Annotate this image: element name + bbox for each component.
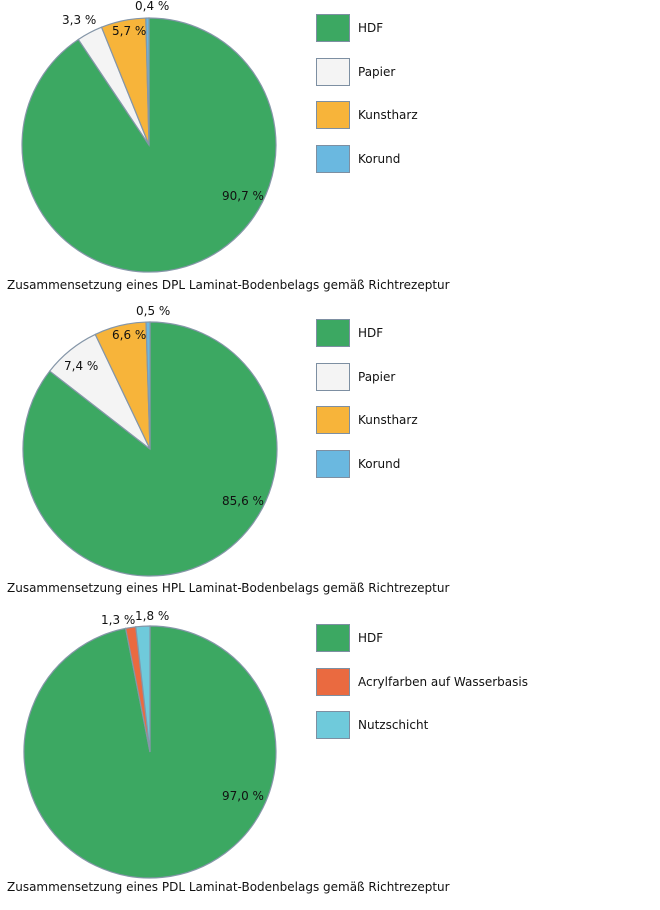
chart-caption: Zusammensetzung eines DPL Laminat-Bodenb…	[7, 278, 450, 292]
slice-label: 5,7 %	[112, 24, 146, 38]
legend-label: HDF	[358, 326, 384, 340]
legend-swatch-nutzschicht	[316, 711, 350, 739]
legend-swatch-korund	[316, 144, 350, 173]
legend-label: Papier	[358, 64, 396, 79]
pie-chart-dpl: 90,7 % 3,3 % 5,7 % 0,4 %	[21, 0, 277, 273]
pie-chart-pdl: 97,0 % 1,3 % 1,8 %	[23, 609, 277, 879]
legend-swatch-papier	[316, 57, 350, 86]
slice-label: 0,4 %	[135, 0, 169, 13]
legend-label: HDF	[358, 21, 384, 35]
legend-swatch-kunstharz	[316, 406, 350, 434]
legend-label: Kunstharz	[358, 108, 418, 122]
pie-chart-hpl: 85,6 % 7,4 % 6,6 % 0,5 %	[22, 304, 278, 577]
legend-label: Papier	[358, 369, 396, 384]
chart-caption: Zusammensetzung eines PDL Laminat-Bodenb…	[7, 880, 450, 894]
chart-panel-hpl: 85,6 % 7,4 % 6,6 % 0,5 % HDF Papier Kunstha…	[0, 304, 660, 605]
legend-swatch-hdf	[316, 624, 350, 652]
legend-label: Korund	[358, 456, 401, 471]
slice-label: 85,6 %	[222, 494, 264, 508]
legend-label: HDF	[358, 631, 384, 645]
legend-swatch-hdf	[316, 14, 350, 42]
slice-label: 1,3 %	[101, 613, 135, 627]
slice-label: 7,4 %	[64, 359, 98, 373]
chart-panel-pdl: 97,0 % 1,3 % 1,8 % HDF Acrylfarben auf Was…	[0, 609, 660, 910]
pie-slice-hdf	[22, 321, 278, 577]
chart-panel-dpl: 90,7 % 3,3 % 5,7 % 0,4 % HDF Papier Kunstha…	[0, 0, 660, 300]
chart-caption: Zusammensetzung eines HPL Laminat-Bodenb…	[7, 581, 450, 595]
pie-slice-nutzschicht	[135, 625, 151, 753]
slice-label: 3,3 %	[62, 13, 96, 27]
legend-label: Acrylfarben auf Wasserbasis	[358, 674, 528, 689]
legend-label: Korund	[358, 151, 401, 166]
legend-swatch-papier	[316, 362, 350, 391]
legend-swatch-hdf	[316, 319, 350, 347]
legend-swatch-acrylfarben	[316, 667, 350, 696]
slice-label: 0,5 %	[136, 304, 170, 318]
pie-slice-korund	[145, 321, 151, 450]
slice-label: 6,6 %	[112, 328, 146, 342]
legend-label: Kunstharz	[358, 413, 418, 427]
pie-slice-korund	[145, 17, 150, 146]
legend-swatch-korund	[316, 449, 350, 478]
legend-label: Nutzschicht	[358, 718, 429, 732]
slice-label: 1,8 %	[135, 609, 169, 623]
slice-label: 97,0 %	[222, 789, 264, 803]
slice-label: 90,7 %	[222, 189, 264, 203]
legend-swatch-kunstharz	[316, 101, 350, 129]
